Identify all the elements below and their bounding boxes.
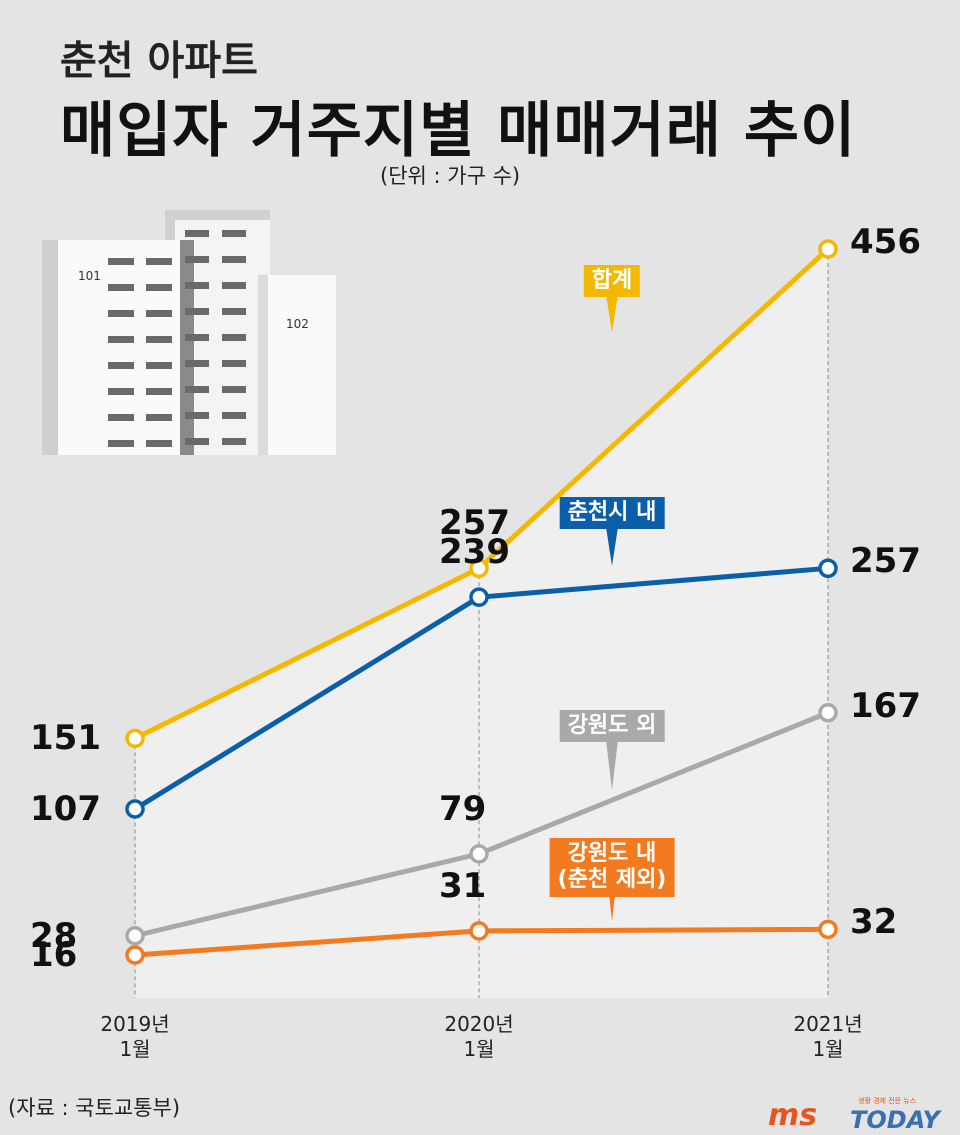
value-label: 31 — [439, 865, 487, 906]
point — [125, 728, 145, 749]
label-pointer — [606, 740, 618, 790]
building-label: 101 — [78, 269, 101, 283]
buildings: 101 102 — [42, 210, 336, 455]
point — [818, 702, 838, 723]
subtitle: 매입자 거주지별 매매거래 추이 — [60, 96, 857, 166]
x-tick-label: 2019년 1월 — [100, 1012, 170, 1061]
value-label: 257 — [439, 503, 510, 544]
value-label: 32 — [850, 902, 898, 943]
point — [818, 919, 838, 940]
point — [125, 945, 145, 965]
point — [818, 239, 838, 259]
series-label: 강원도 외 — [559, 710, 665, 743]
point — [469, 558, 489, 579]
title: 춘천 아파트 — [60, 38, 258, 84]
point — [125, 925, 145, 946]
value-label: 239 — [439, 532, 510, 573]
source: (자료 : 국토교통부) — [8, 1096, 181, 1120]
logo-tagline: 생활 경제 전문 뉴스 — [858, 1097, 917, 1105]
value-label: 107 — [30, 788, 101, 829]
value-label: 456 — [850, 222, 921, 262]
series-label: 강원도 내 (춘천 제외) — [549, 838, 675, 897]
label-pointer — [606, 295, 618, 332]
point — [469, 844, 489, 864]
value-label: 16 — [30, 935, 78, 975]
point — [469, 587, 489, 607]
unit: (단위 : 가구 수) — [380, 164, 521, 188]
point — [125, 799, 145, 819]
point — [469, 921, 489, 941]
x-tick-label: 2021년 1월 — [793, 1012, 863, 1061]
value-label: 79 — [439, 788, 487, 829]
value-label: 257 — [850, 541, 921, 582]
value-label: 151 — [30, 718, 101, 759]
series-label: 춘천시 내 — [559, 497, 665, 530]
building-label: 102 — [286, 317, 309, 331]
series-label: 합계 — [583, 265, 641, 298]
value-label: 28 — [30, 915, 78, 956]
x-tick-label: 2020년 1월 — [444, 1012, 514, 1061]
value-label: 167 — [850, 685, 921, 726]
point — [818, 558, 838, 579]
label-pointer — [606, 527, 618, 566]
logo-sub: TODAY — [850, 1106, 940, 1134]
area — [135, 249, 828, 998]
logo: ms — [768, 1098, 818, 1133]
